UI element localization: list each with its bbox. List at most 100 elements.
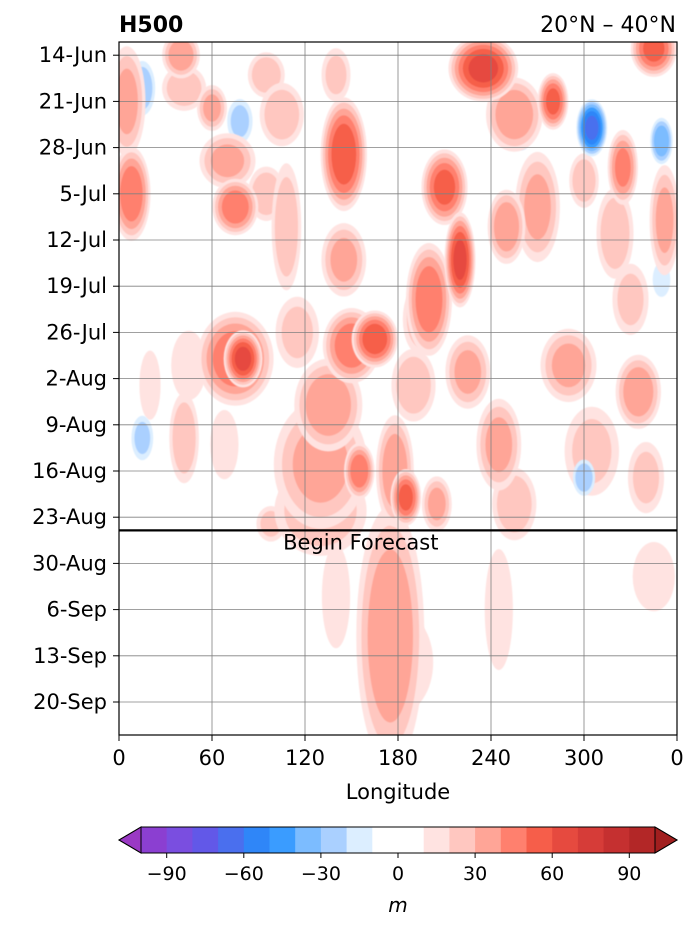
anomaly-blob <box>627 442 665 514</box>
contour-band <box>172 402 196 474</box>
contour-band <box>632 451 660 504</box>
contour-band <box>433 169 456 205</box>
anomaly-blob <box>259 82 304 147</box>
colorbar-swatch <box>295 827 322 853</box>
plot-area <box>119 42 677 735</box>
anomaly-blob <box>223 330 263 388</box>
x-tick-label: 60 <box>199 746 226 770</box>
contour-band <box>653 125 670 157</box>
x-axis-label: Longitude <box>346 780 450 804</box>
colorbar-unit-label: m <box>388 893 407 917</box>
y-tick-label: 30-Aug <box>32 551 107 575</box>
y-tick-label: 14-Jun <box>39 43 107 67</box>
contour-band <box>251 57 281 93</box>
contour-band <box>415 266 443 333</box>
anomaly-blob <box>515 151 560 263</box>
contour-band <box>362 323 388 355</box>
contour-band <box>274 177 298 277</box>
anomaly-blob <box>131 415 154 461</box>
chart-title-left: H500 <box>119 13 183 38</box>
colorbar-tick-label: −60 <box>224 863 264 885</box>
contour-band <box>234 346 252 371</box>
anomaly-blob <box>607 130 638 205</box>
grid-lines <box>118 42 678 735</box>
anomaly-blob <box>476 398 522 491</box>
contour-band <box>331 123 357 185</box>
anomaly-blob <box>390 469 422 526</box>
contour-band <box>493 202 520 252</box>
anomaly-blob <box>162 42 200 79</box>
x-tick-label: 180 <box>378 746 418 770</box>
anomaly-blob <box>271 163 302 291</box>
y-tick-label: 5-Jul <box>60 182 107 206</box>
anomaly-blob <box>444 212 476 308</box>
anomaly-blob <box>227 99 253 144</box>
anomaly-blob <box>540 328 597 403</box>
anomaly-blob <box>445 335 491 409</box>
contour-band <box>139 350 161 420</box>
contour-band <box>623 367 654 417</box>
contour-band <box>221 190 249 224</box>
anomaly-blob <box>630 42 677 77</box>
anomaly-blob <box>421 476 452 532</box>
anomaly-blob <box>487 189 526 264</box>
anomaly-blob <box>212 178 259 236</box>
colorbar-swatch <box>372 827 425 853</box>
colorbar-swatch <box>141 827 168 853</box>
colorbar-swatch <box>423 827 450 853</box>
colorbar-swatch <box>218 827 245 853</box>
anomaly-blob <box>615 354 661 429</box>
colorbar-tick-label: −90 <box>147 863 187 885</box>
x-tick-label: 300 <box>564 746 604 770</box>
y-tick-label: 9-Aug <box>46 413 107 437</box>
contour-band <box>367 549 413 723</box>
forecast-label: Begin Forecast <box>283 530 438 554</box>
contour-band <box>210 410 239 480</box>
contour-band <box>230 105 250 138</box>
anomaly-blob <box>649 165 677 276</box>
contour-band <box>468 54 499 83</box>
anomaly-blob <box>596 188 634 279</box>
contour-band <box>398 484 413 511</box>
colorbar-tick-label: 0 <box>392 863 404 885</box>
anomaly-field <box>119 42 677 735</box>
anomaly-blob <box>391 348 436 422</box>
colorbar-swatch <box>269 827 296 853</box>
x-tick-label: 120 <box>285 746 325 770</box>
colorbar-swatch <box>629 827 656 853</box>
x-tick-label: 240 <box>471 746 511 770</box>
anomaly-blob <box>406 243 452 356</box>
contour-band <box>134 421 151 455</box>
colorbar-outline <box>118 826 678 854</box>
contour-band <box>396 356 431 414</box>
y-tick-label: 23-Aug <box>32 505 107 529</box>
contour-band <box>168 42 194 71</box>
contour-band <box>617 273 644 326</box>
contour-band <box>655 187 674 253</box>
chart-title-right: 20°N – 40°N <box>540 13 676 38</box>
colorbar-swatch <box>346 827 373 853</box>
anomaly-blob <box>320 97 367 212</box>
x-tick-label: 0 <box>670 746 683 770</box>
contour-band <box>427 487 446 521</box>
contour-band <box>524 174 551 240</box>
contour-band <box>264 89 300 140</box>
colorbar-swatch <box>166 827 193 853</box>
y-tick-label: 20-Sep <box>33 690 107 714</box>
colorbar-tick-label: 30 <box>463 863 487 885</box>
anomaly-blob <box>351 310 398 368</box>
contour-band <box>321 544 351 649</box>
y-tick-label: 19-Jul <box>46 274 107 298</box>
contour-band <box>305 374 351 436</box>
x-tick-label: 0 <box>112 746 125 770</box>
y-tick-label: 21-Jun <box>39 89 107 113</box>
contour-band <box>171 330 207 400</box>
colorbar-tick-label: −30 <box>301 863 341 885</box>
colorbar-swatch <box>526 827 553 853</box>
anomaly-blob <box>421 149 468 225</box>
anomaly-blob <box>321 544 351 649</box>
anomaly-blob <box>650 117 673 165</box>
colorbar-swatch <box>577 827 604 853</box>
colorbar-extend-min <box>118 826 142 854</box>
